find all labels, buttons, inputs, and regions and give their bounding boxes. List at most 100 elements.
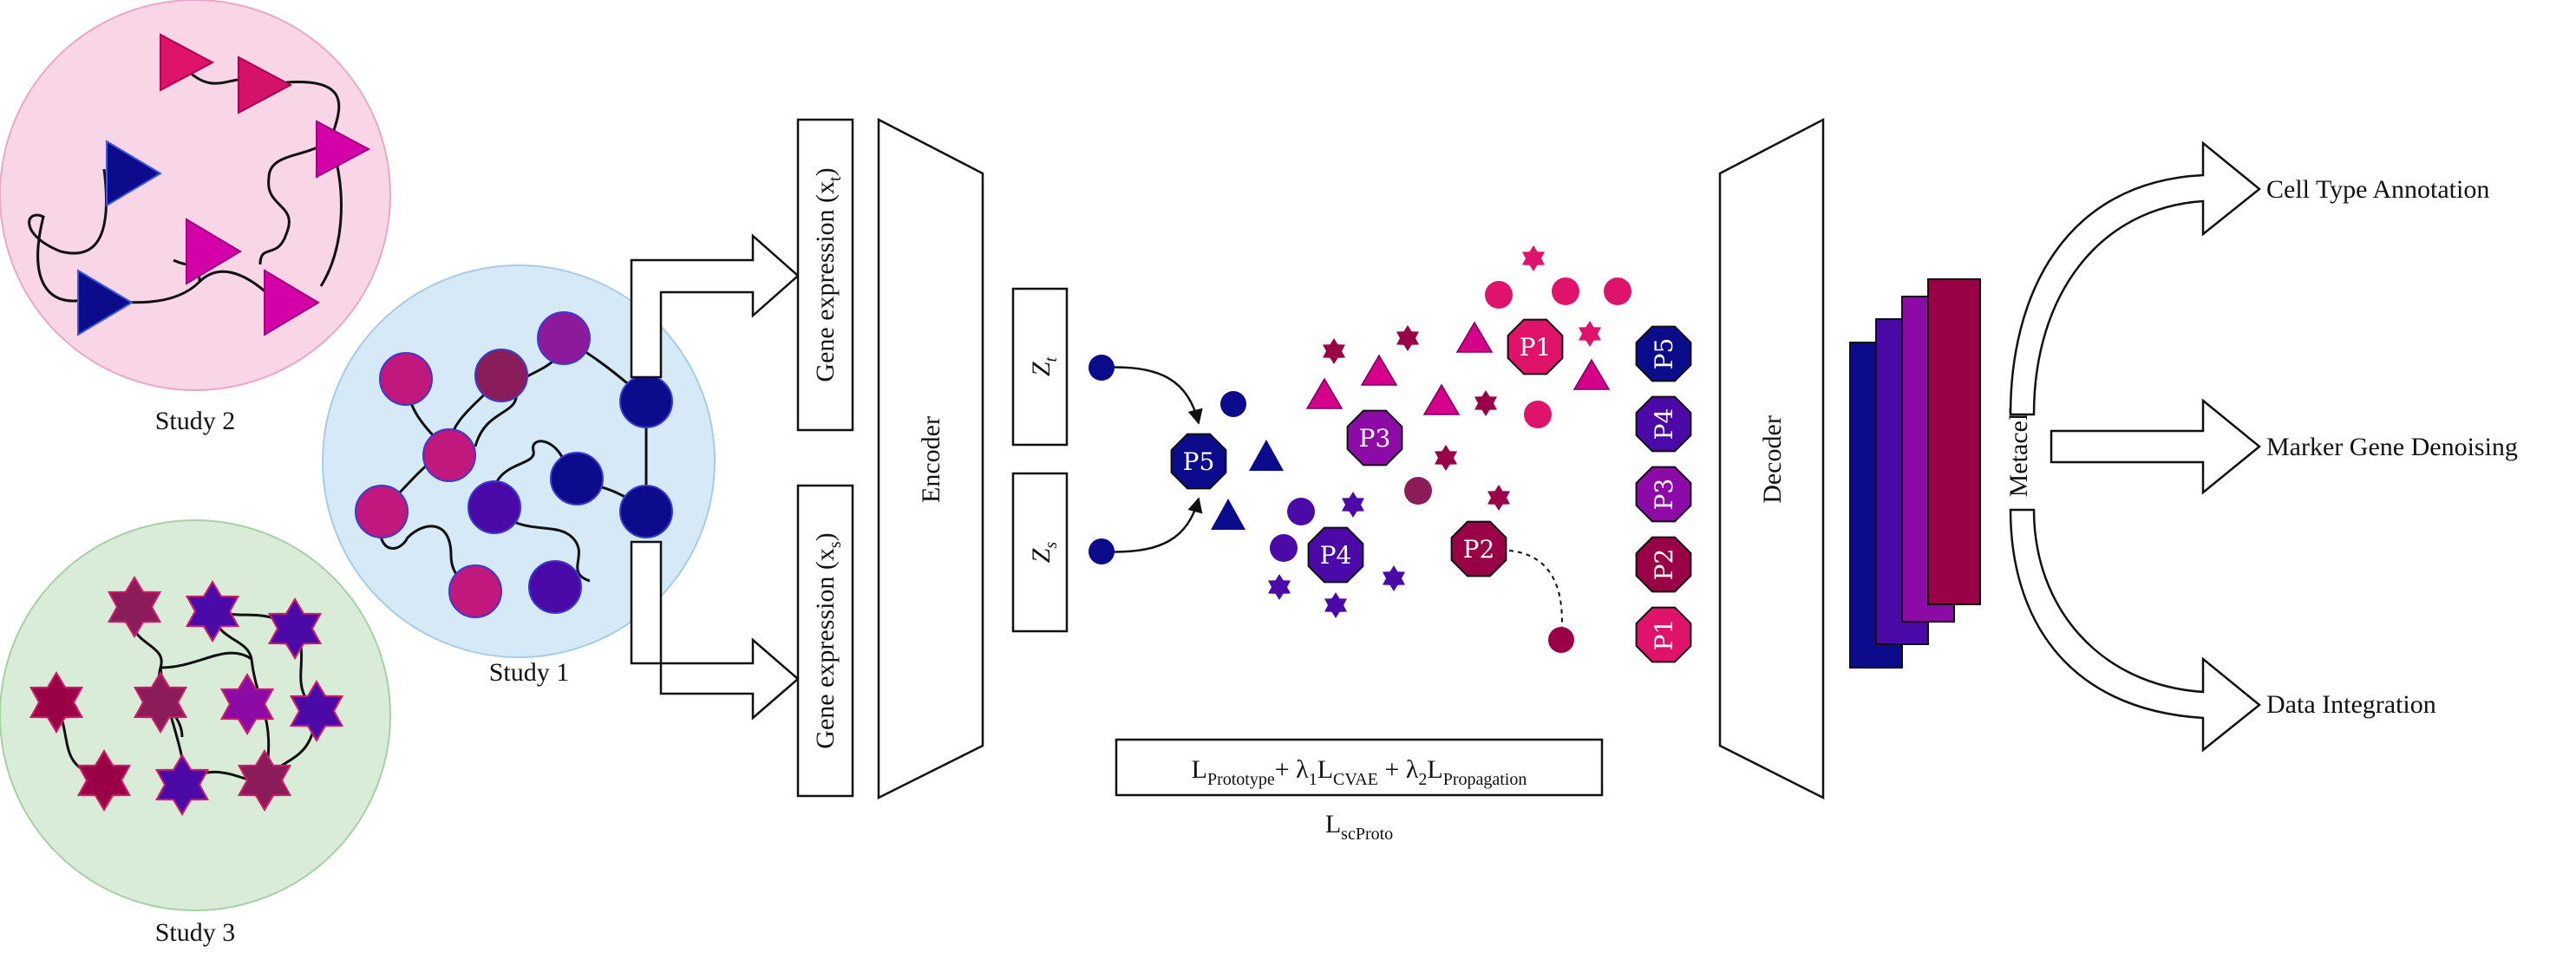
latent-zt-box: Zt [1011,287,1069,447]
scatter-dot [1485,281,1513,309]
scatter-star [1396,325,1419,351]
scatter-star [1435,445,1457,471]
star-node [219,673,275,735]
output-denoising: Marker Gene Denoising [2266,433,2518,461]
scatter-triangle [1455,321,1494,353]
latent-point [1089,538,1115,564]
star-node [267,597,323,660]
scatter-star [1383,565,1405,591]
star-node [185,580,240,643]
arrow-denoising [2050,398,2261,495]
cell-node [448,564,502,618]
prototype-p5-latent [1170,433,1227,490]
prototype-p2-column [1635,536,1692,593]
prototype-p3-column-label: P3 [1650,479,1678,511]
study-1-label: Study 1 [489,658,570,687]
prototype-p3-column [1635,466,1692,523]
study-2-group: Study 2 [0,0,391,435]
study-3-group: Study 3 [0,519,391,947]
cell-node [619,375,673,428]
prototype-p1-column-label: P1 [1650,619,1678,651]
output-annotation: Cell Type Annotation [2266,175,2489,204]
prototype-p4-column-label: P4 [1650,408,1678,440]
star-node [133,671,188,734]
study-2-nodes [77,33,371,336]
input-arrows [630,233,800,721]
loss-name: LscProto [1325,810,1393,844]
triangle-node [77,269,134,336]
scatter-dot [1287,498,1315,525]
cell-node [619,485,673,538]
output-integration: Data Integration [2266,690,2436,719]
prototype-p3-latent [1346,409,1403,466]
encoder-block: Encoder [877,117,984,800]
triangle-node [160,33,215,92]
prototype-p2-latent-label: P2 [1463,535,1495,564]
cell-node [422,428,476,482]
prototype-p5-column [1635,325,1692,382]
prototype-p2-latent [1450,520,1507,577]
study-1-nodes [355,311,673,618]
scatter-triangle [1305,377,1344,409]
loss-box: LPrototype+ λ1LCVAE + λ2LPropagation Lsc… [1115,738,1604,844]
latent-point [1220,391,1246,417]
scatter-dot [1524,401,1552,428]
output-arrows [2009,140,2261,753]
prototype-p4-latent-label: P4 [1320,541,1352,570]
latent-scatter [1268,245,1631,618]
prototype-p1-latent [1507,318,1564,375]
scatter-star [1323,338,1345,364]
arrow-annotation [2009,140,2261,416]
triangle-node [238,55,293,114]
star-node [289,680,344,742]
triangle-node [316,120,371,179]
cell-node [467,480,521,534]
scatter-star [1324,592,1347,618]
latent-space: P5 P3 P1 P4 P2 [1089,245,1631,653]
latent-point [1548,627,1574,653]
triangle-node [186,218,242,285]
star-node [154,753,210,816]
study-1-group: Study 1 [322,264,716,687]
scatter-star [1342,492,1364,518]
prototype-p3-latent-label: P3 [1359,424,1391,453]
scatter-triangle [1572,358,1611,390]
study-2-label: Study 2 [155,407,236,435]
prototype-p2-column-label: P2 [1650,549,1678,581]
study-3-label: Study 3 [155,918,236,947]
cell-node [355,485,409,538]
arrow-integration [2009,508,2261,753]
prototype-p1-latent-label: P1 [1520,333,1552,362]
latent-zt-label: Zt [1027,356,1061,376]
latent-zs-box: Zs [1011,472,1069,633]
source-input-box: Gene expression (xs) [796,484,854,798]
prototype-p4-column [1635,395,1692,453]
arrow-to-target [630,233,800,379]
scatter-star [1522,245,1545,271]
prototype-p5-latent-label: P5 [1183,447,1215,476]
encoder-label: Encoder [917,416,945,503]
metacell-stack [1849,278,1981,669]
star-node [76,749,132,812]
scatter-star [1474,390,1497,416]
latent-zs-label: Zs [1027,542,1061,564]
loss-formula: LPrototype+ λ1LCVAE + λ2LPropagation [1192,755,1527,789]
cell-node [528,560,582,614]
cell-node [550,452,604,506]
prototype-column: P5 P4 P3 P2 P1 [1635,325,1692,663]
scatter-triangle [1422,383,1461,415]
triangle-node [264,269,320,336]
star-node [29,671,84,734]
scatter-dot [1604,277,1631,305]
decoder-block: Decoder [1718,117,1825,800]
prototype-p4-latent [1307,526,1364,584]
star-node [107,576,162,638]
arrow-to-source [630,540,800,721]
decoder-label: Decoder [1758,415,1787,504]
study-3-star-nodes [29,576,344,816]
latent-point [1089,355,1115,381]
scatter-star [1487,485,1510,511]
cell-node [379,352,433,406]
